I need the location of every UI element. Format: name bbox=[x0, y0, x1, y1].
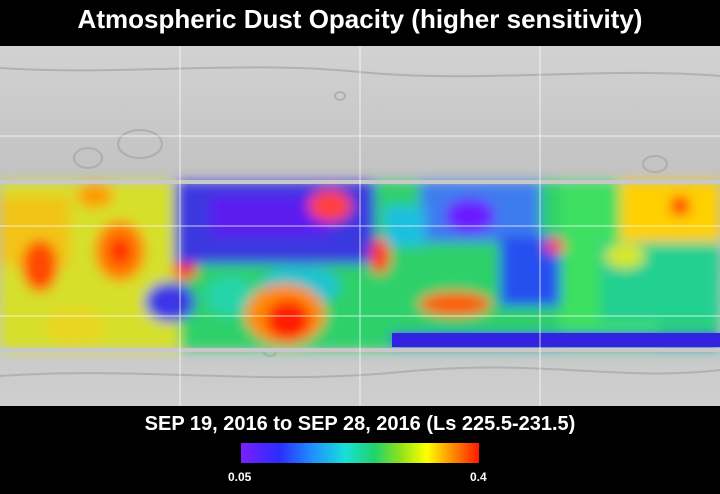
mars-dust-map bbox=[0, 46, 720, 406]
colorbar-max-label: 0.4 bbox=[470, 470, 487, 484]
southern-blue-strip bbox=[392, 333, 720, 347]
map-title: Atmospheric Dust Opacity (higher sensiti… bbox=[77, 4, 643, 34]
colorbar-min-label: 0.05 bbox=[228, 470, 252, 484]
lat-lon-grid bbox=[0, 46, 720, 406]
colorbar bbox=[241, 443, 479, 463]
dust-opacity-overlay bbox=[0, 46, 720, 406]
date-range-label: SEP 19, 2016 to SEP 28, 2016 (Ls 225.5-2… bbox=[144, 413, 576, 435]
